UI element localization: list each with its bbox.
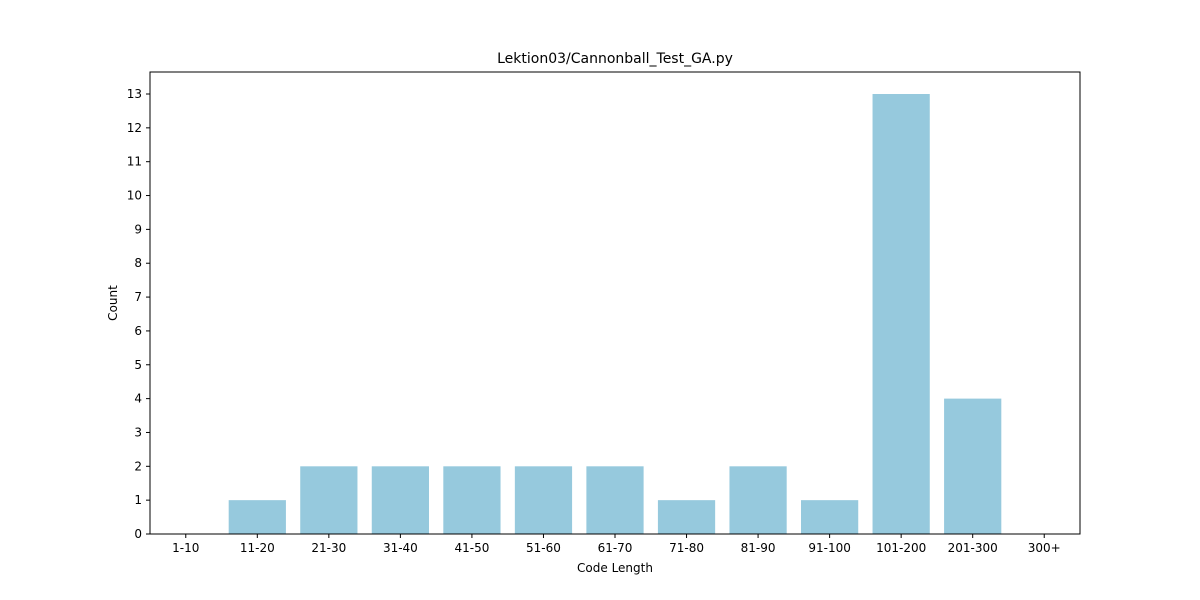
y-tick-label: 3 — [134, 425, 142, 439]
x-axis-label: Code Length — [577, 561, 653, 575]
x-tick-label: 11-20 — [240, 541, 275, 555]
y-tick-label: 5 — [134, 358, 142, 372]
x-tick-label: 21-30 — [311, 541, 346, 555]
x-tick-label: 61-70 — [598, 541, 633, 555]
y-tick-label: 2 — [134, 459, 142, 473]
bar-81-90 — [729, 466, 787, 534]
x-tick-label: 51-60 — [526, 541, 561, 555]
x-tick-label: 201-300 — [948, 541, 998, 555]
y-tick-label: 7 — [134, 290, 142, 304]
y-axis-label: Count — [106, 285, 120, 321]
y-tick-label: 12 — [127, 121, 142, 135]
bar-101-200 — [872, 94, 930, 534]
bar-21-30 — [300, 466, 358, 534]
y-tick-label: 11 — [127, 155, 142, 169]
bar-91-100 — [801, 500, 859, 534]
x-tick-label: 81-90 — [741, 541, 776, 555]
bar-51-60 — [514, 466, 573, 534]
y-tick-label: 0 — [134, 527, 142, 541]
x-tick-label: 300+ — [1028, 541, 1061, 555]
bar-61-70 — [586, 466, 644, 534]
bar-201-300 — [944, 398, 1002, 534]
y-tick-label: 8 — [134, 256, 142, 270]
x-tick-label: 91-100 — [808, 541, 851, 555]
y-tick-label: 6 — [134, 324, 142, 338]
bar-31-40 — [371, 466, 429, 534]
x-tick-label: 41-50 — [454, 541, 489, 555]
bars-group — [228, 94, 1002, 534]
x-tick-label: 101-200 — [876, 541, 926, 555]
y-tick-label: 9 — [134, 222, 142, 236]
y-tick-label: 13 — [127, 87, 142, 101]
x-axis: 1-10 11-20 21-30 31-40 41-50 51-60 61-70 71-80 8… — [172, 534, 1061, 555]
bar-71-80 — [657, 500, 716, 534]
x-tick-label: 1-10 — [172, 541, 199, 555]
y-tick-label: 4 — [134, 392, 142, 406]
y-tick-label: 1 — [134, 493, 142, 507]
x-tick-label: 31-40 — [383, 541, 418, 555]
chart-title: Lektion03/Cannonball_Test_GA.py — [497, 51, 733, 67]
bar-41-50 — [443, 466, 501, 534]
x-tick-label: 71-80 — [669, 541, 704, 555]
bar-11-20 — [228, 500, 286, 534]
y-tick-label: 10 — [127, 189, 142, 203]
